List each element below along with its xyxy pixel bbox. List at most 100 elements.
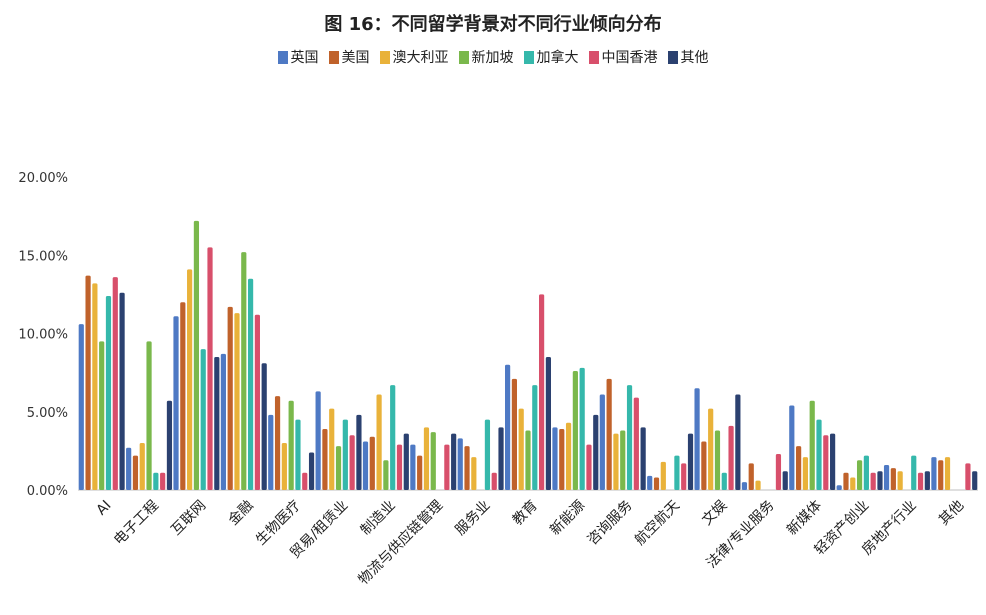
bar bbox=[660, 461, 666, 490]
y-tick-label: 15.00% bbox=[18, 249, 68, 264]
bar bbox=[173, 316, 179, 490]
bar bbox=[302, 472, 308, 490]
bar bbox=[741, 482, 748, 490]
legend-label-hongkong: 中国香港 bbox=[601, 50, 658, 66]
bar bbox=[464, 446, 470, 490]
bar bbox=[105, 295, 112, 490]
bar bbox=[532, 385, 538, 490]
legend-item-other: 其他 bbox=[667, 47, 709, 67]
legend-label-uk: 英国 bbox=[290, 50, 319, 66]
bar bbox=[390, 385, 396, 490]
bar bbox=[227, 306, 233, 490]
chart-title: 图 16：不同留学背景对不同行业倾向分布 bbox=[324, 14, 662, 35]
bar bbox=[823, 435, 829, 490]
bar bbox=[606, 378, 612, 490]
x-tick-label: 互联网 bbox=[168, 498, 209, 539]
bar bbox=[613, 433, 619, 490]
bar bbox=[315, 391, 321, 490]
bar bbox=[593, 414, 599, 490]
bar bbox=[850, 477, 856, 490]
bar bbox=[931, 457, 937, 490]
x-tick-label: 金融 bbox=[226, 498, 257, 529]
bar bbox=[160, 472, 166, 490]
bar bbox=[119, 292, 125, 490]
legend-label-other: 其他 bbox=[680, 50, 709, 66]
bar bbox=[166, 400, 173, 490]
bar bbox=[708, 408, 714, 490]
bar bbox=[376, 394, 382, 490]
x-tick-label: 其他 bbox=[936, 498, 967, 529]
bar bbox=[187, 269, 193, 490]
bar bbox=[261, 363, 267, 490]
bar bbox=[281, 443, 287, 490]
bar bbox=[843, 472, 849, 490]
x-tick-label: 新媒体 bbox=[784, 498, 825, 539]
legend-swatch-canada bbox=[523, 50, 534, 64]
bar bbox=[308, 452, 315, 490]
bar bbox=[139, 443, 145, 490]
x-tick-label: 文娱 bbox=[699, 498, 730, 529]
bar bbox=[214, 356, 220, 490]
bar bbox=[836, 485, 842, 490]
bar bbox=[870, 472, 876, 490]
bar bbox=[274, 396, 281, 490]
bar bbox=[505, 364, 511, 490]
bar bbox=[687, 433, 694, 490]
y-tick-label: 10.00% bbox=[18, 328, 68, 343]
bar bbox=[883, 464, 890, 490]
bar bbox=[396, 444, 403, 490]
bar bbox=[180, 302, 186, 490]
bar bbox=[897, 471, 903, 490]
bar bbox=[484, 419, 491, 490]
bar bbox=[911, 455, 917, 490]
legend-swatch-hongkong bbox=[588, 50, 599, 64]
bar bbox=[417, 455, 423, 490]
bar bbox=[126, 447, 132, 490]
bar bbox=[295, 419, 301, 490]
bar bbox=[816, 419, 822, 490]
legend-item-singapore: 新加坡 bbox=[458, 47, 514, 67]
bar bbox=[938, 460, 944, 490]
bar bbox=[674, 455, 680, 490]
bar bbox=[146, 341, 152, 490]
bar bbox=[809, 400, 815, 490]
bar bbox=[653, 477, 660, 490]
x-tick-label: 新能源 bbox=[547, 498, 588, 539]
legend-swatch-australia bbox=[379, 50, 390, 64]
bar bbox=[207, 247, 213, 490]
bar bbox=[383, 460, 389, 490]
bar bbox=[599, 394, 605, 490]
bar bbox=[247, 278, 254, 490]
bar bbox=[241, 252, 247, 490]
bar bbox=[471, 457, 477, 490]
x-tick-label: 教育 bbox=[510, 498, 541, 529]
bar bbox=[85, 275, 91, 490]
legend-item-australia: 澳大利亚 bbox=[379, 47, 449, 67]
y-tick-label: 0.00% bbox=[27, 484, 68, 499]
bar bbox=[552, 427, 558, 490]
legend-item-uk: 英国 bbox=[277, 47, 319, 67]
bar bbox=[288, 400, 294, 490]
bar bbox=[444, 444, 450, 490]
bar bbox=[234, 313, 240, 490]
bar bbox=[924, 471, 930, 490]
bar bbox=[335, 446, 342, 490]
bar bbox=[423, 427, 430, 490]
bar bbox=[410, 444, 416, 490]
bar bbox=[701, 441, 707, 490]
bar bbox=[193, 220, 200, 490]
x-tick-label: 服务业 bbox=[452, 498, 493, 539]
bar bbox=[789, 405, 795, 490]
legend-item-hongkong: 中国香港 bbox=[588, 47, 658, 67]
bar bbox=[714, 430, 721, 490]
bar bbox=[498, 427, 504, 490]
legend-label-us: 美国 bbox=[341, 50, 370, 66]
bar bbox=[153, 472, 159, 490]
legend-swatch-singapore bbox=[458, 50, 469, 64]
bar bbox=[735, 394, 741, 490]
bar bbox=[132, 455, 139, 490]
bar bbox=[748, 463, 754, 490]
bar bbox=[511, 378, 517, 490]
legend-label-singapore: 新加坡 bbox=[471, 50, 514, 66]
bar bbox=[220, 353, 226, 490]
